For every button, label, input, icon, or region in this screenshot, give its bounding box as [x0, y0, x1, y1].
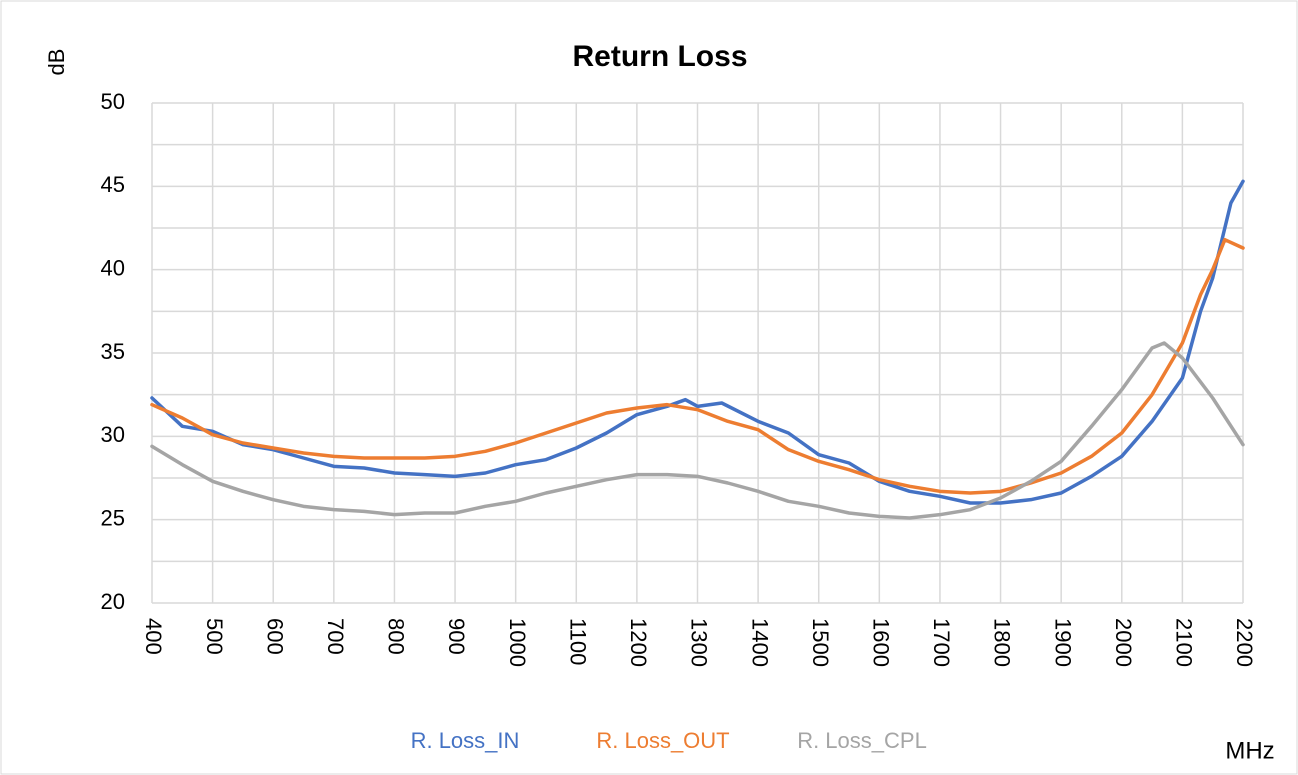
x-tick-label: 900 — [444, 618, 469, 655]
legend-entry: R. Loss_CPL — [797, 728, 927, 753]
y-axis-label: dB — [44, 49, 69, 76]
legend-entry: R. Loss_OUT — [596, 728, 729, 753]
x-tick-label: 1400 — [747, 618, 772, 667]
y-tick-label: 30 — [101, 422, 125, 447]
x-tick-label: 400 — [141, 618, 166, 655]
y-tick-label: 25 — [101, 505, 125, 530]
series-line — [150, 341, 1245, 520]
x-tick-label: 700 — [323, 618, 348, 655]
y-tick-label: 35 — [101, 339, 125, 364]
x-tick-label: 1700 — [929, 618, 954, 667]
x-tick-label: 1300 — [687, 618, 712, 667]
y-tick-label: 45 — [101, 172, 125, 197]
x-tick-label: 2100 — [1172, 618, 1197, 667]
x-axis-label: MHz — [1225, 737, 1274, 764]
x-tick-label: 1900 — [1050, 618, 1075, 667]
x-tick-label: 1100 — [565, 618, 590, 665]
y-tick-label: 20 — [101, 589, 125, 614]
series-line — [150, 237, 1245, 495]
y-tick-label: 50 — [101, 89, 125, 114]
x-tick-label: 1600 — [869, 618, 894, 667]
series-line — [150, 179, 1245, 505]
x-tick-label: 1800 — [990, 618, 1015, 667]
x-tick-label: 2200 — [1232, 618, 1257, 667]
legend-entry: R. Loss_IN — [411, 728, 520, 753]
x-tick-label: 500 — [202, 618, 227, 655]
x-tick-label: 1500 — [808, 618, 833, 667]
x-tick-label: 2000 — [1111, 618, 1136, 667]
x-tick-label: 1000 — [505, 618, 530, 667]
x-tick-label: 1200 — [626, 618, 651, 667]
chart-title: Return Loss — [572, 40, 747, 73]
x-tick-label: 600 — [262, 618, 287, 655]
y-tick-label: 40 — [101, 255, 125, 280]
x-tick-label: 800 — [384, 618, 409, 655]
